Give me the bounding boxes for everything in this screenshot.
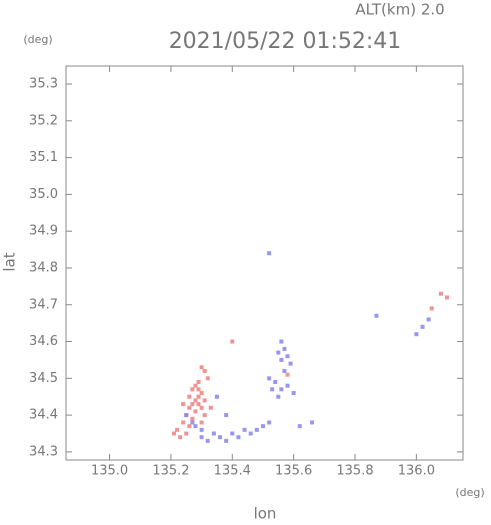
radar-point bbox=[273, 380, 278, 385]
y-tick-label: 34.3 bbox=[29, 444, 58, 459]
radar-point bbox=[248, 431, 253, 436]
radar-point bbox=[196, 387, 201, 392]
radar-point bbox=[218, 435, 223, 440]
radar-point bbox=[211, 431, 216, 436]
y-tick-label: 35.1 bbox=[29, 150, 58, 165]
radar-point bbox=[199, 435, 204, 440]
x-tick-label: 136.0 bbox=[398, 464, 435, 479]
radar-point bbox=[276, 394, 281, 399]
radar-point bbox=[445, 295, 450, 300]
radar-point bbox=[429, 306, 434, 311]
radar-point bbox=[208, 405, 213, 410]
radar-point bbox=[199, 391, 204, 396]
radar-point bbox=[230, 431, 235, 436]
radar-point bbox=[178, 435, 183, 440]
radar-point bbox=[199, 427, 204, 432]
y-tick-label: 34.8 bbox=[29, 260, 58, 275]
radar-point bbox=[190, 420, 195, 425]
radar-point bbox=[181, 402, 186, 407]
chart-title: 2021/05/22 01:52:41 bbox=[169, 29, 402, 54]
plot-frame bbox=[65, 65, 464, 461]
y-tick-label: 35.0 bbox=[29, 187, 58, 202]
radar-point bbox=[199, 420, 204, 425]
y-tick-label: 34.4 bbox=[29, 408, 58, 423]
y-unit: (deg) bbox=[23, 33, 52, 46]
y-axis-label: lat bbox=[1, 252, 19, 271]
radar-point bbox=[205, 376, 210, 381]
radar-point bbox=[187, 424, 192, 429]
radar-point bbox=[288, 361, 293, 366]
radar-point bbox=[196, 380, 201, 385]
radar-point bbox=[193, 383, 198, 388]
radar-point bbox=[242, 427, 247, 432]
radar-point bbox=[374, 313, 379, 318]
radar-point bbox=[193, 424, 198, 429]
y-tick-label: 34.6 bbox=[29, 334, 58, 349]
radar-point bbox=[420, 324, 425, 329]
radar-point bbox=[279, 387, 284, 392]
radar-point bbox=[282, 346, 287, 351]
radar-point bbox=[236, 435, 241, 440]
radar-point bbox=[291, 391, 296, 396]
radar-point bbox=[260, 424, 265, 429]
radar-point bbox=[187, 394, 192, 399]
x-tick-label: 135.0 bbox=[91, 464, 128, 479]
x-tick-label: 135.8 bbox=[336, 464, 373, 479]
radar-point bbox=[230, 339, 235, 344]
x-tick-label: 135.2 bbox=[152, 464, 189, 479]
radar-point bbox=[279, 339, 284, 344]
radar-point bbox=[310, 420, 315, 425]
y-tick-label: 34.7 bbox=[29, 297, 58, 312]
radar-point bbox=[187, 405, 192, 410]
radar-point bbox=[184, 413, 189, 418]
y-tick-label: 34.9 bbox=[29, 224, 58, 239]
radar-point bbox=[224, 438, 229, 443]
radar-point bbox=[184, 431, 189, 436]
radar-point bbox=[202, 398, 207, 403]
radar-point bbox=[171, 431, 176, 436]
radar-point bbox=[175, 427, 180, 432]
radar-point bbox=[267, 420, 272, 425]
radar-point bbox=[193, 398, 198, 403]
radar-point bbox=[224, 413, 229, 418]
y-tick-label: 35.3 bbox=[29, 77, 58, 92]
radar-point bbox=[202, 413, 207, 418]
radar-point bbox=[285, 383, 290, 388]
x-axis-label: lon bbox=[254, 505, 277, 522]
y-tick-label: 34.5 bbox=[29, 371, 58, 386]
radar-point bbox=[270, 387, 275, 392]
radar-point bbox=[285, 372, 290, 377]
radar-point bbox=[190, 416, 195, 421]
radar-point bbox=[414, 332, 419, 337]
radar-point bbox=[438, 291, 443, 296]
radar-point bbox=[267, 251, 272, 256]
x-tick-label: 135.4 bbox=[214, 464, 251, 479]
radar-point bbox=[205, 438, 210, 443]
radar-point bbox=[193, 409, 198, 414]
radar-point bbox=[199, 365, 204, 370]
radar-point bbox=[202, 368, 207, 373]
radar-point bbox=[297, 424, 302, 429]
radar-point bbox=[190, 402, 195, 407]
x-tick-label: 135.6 bbox=[275, 464, 312, 479]
radar-point bbox=[276, 350, 281, 355]
radar-point bbox=[196, 402, 201, 407]
radar-point bbox=[426, 317, 431, 322]
radar-point bbox=[254, 427, 259, 432]
y-tick-label: 35.2 bbox=[29, 113, 58, 128]
radar-point bbox=[199, 405, 204, 410]
radar-point bbox=[282, 368, 287, 373]
radar-point bbox=[279, 357, 284, 362]
subtitle: ALT(km) 2.0 bbox=[355, 1, 444, 19]
radar-point bbox=[181, 420, 186, 425]
radar-point bbox=[190, 387, 195, 392]
radar-point bbox=[285, 354, 290, 359]
radar-point bbox=[267, 376, 272, 381]
radar-point bbox=[214, 394, 219, 399]
radar-point bbox=[196, 394, 201, 399]
x-unit: (deg) bbox=[455, 486, 484, 499]
